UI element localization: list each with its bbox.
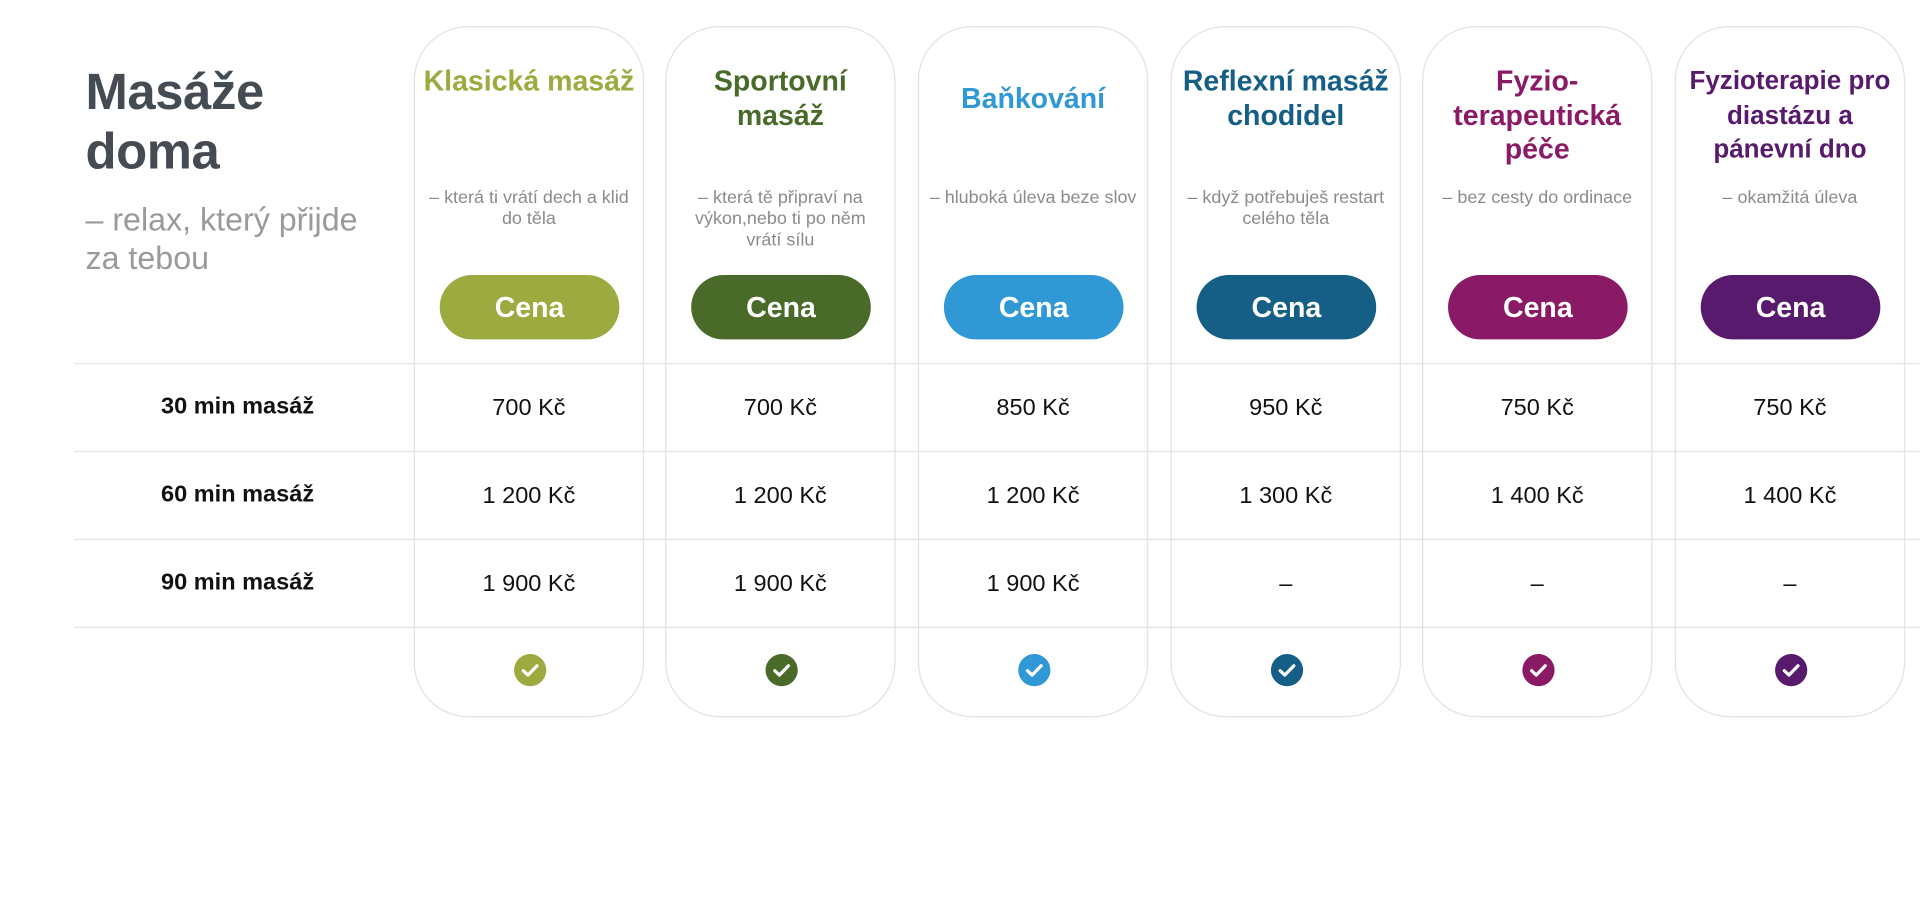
row-divider	[74, 362, 1920, 365]
column-description: – okamžitá úleva	[1722, 188, 1858, 209]
column-bankovani: Baňkování – hluboká úleva beze slov Cena…	[917, 26, 1149, 718]
price-90-min: 1 900 Kč	[482, 571, 576, 598]
column-fyzioterapie-diastaza: Fyzioterapie pro diastázu a pánevní dno …	[1674, 26, 1906, 718]
column-description: – hluboká úleva beze slov	[929, 188, 1137, 209]
row-label-60-min: 60 min masáž	[161, 481, 315, 508]
check-circle-icon	[1270, 654, 1304, 687]
price-60-min: 1 200 Kč	[733, 483, 827, 510]
price-30-min: 750 Kč	[1500, 395, 1574, 422]
column-description: – která ti vrátí dech a klid do těla	[429, 188, 629, 230]
column-klasicka-masaz: Klasická masáž – která ti vrátí dech a k…	[413, 26, 645, 718]
check-circle-icon	[1018, 654, 1051, 687]
page-title: Masáže doma	[85, 63, 264, 180]
column-description: – která tě připraví na výkon,nebo ti po …	[695, 188, 866, 251]
price-60-min: 1 400 Kč	[1743, 483, 1837, 510]
column-title: Reflexní masáž chodidel	[1182, 64, 1389, 131]
price-button-bankovani[interactable]: Cena	[943, 274, 1124, 340]
price-90-min: –	[1783, 571, 1797, 598]
price-60-min: 1 200 Kč	[482, 483, 576, 510]
price-30-min: 950 Kč	[1249, 395, 1323, 422]
price-button-fyzio[interactable]: Cena	[1448, 274, 1628, 340]
column-sportovni-masaz: Sportovní masáž – která tě připraví na v…	[665, 26, 896, 718]
price-button-diastaza[interactable]: Cena	[1700, 274, 1881, 340]
price-30-min: 750 Kč	[1753, 395, 1827, 422]
column-title: Sportovní masáž	[713, 64, 847, 131]
price-button-reflexni[interactable]: Cena	[1196, 274, 1377, 340]
check-circle-icon	[514, 654, 547, 687]
check-circle-icon	[765, 654, 798, 687]
price-30-min: 850 Kč	[996, 395, 1070, 422]
row-divider	[74, 626, 1920, 629]
row-divider	[74, 538, 1920, 541]
price-30-min: 700 Kč	[743, 395, 818, 422]
price-60-min: 1 300 Kč	[1239, 483, 1333, 510]
row-label-90-min: 90 min masáž	[161, 569, 315, 596]
row-label-30-min: 30 min masáž	[161, 393, 315, 420]
column-title: Baňkování	[961, 81, 1106, 114]
price-button-klasicka[interactable]: Cena	[439, 274, 620, 340]
check-circle-icon	[1522, 654, 1555, 687]
price-60-min: 1 200 Kč	[986, 483, 1080, 510]
column-description: – bez cesty do ordinace	[1442, 188, 1633, 209]
price-button-sportovni[interactable]: Cena	[691, 274, 871, 340]
price-90-min: –	[1279, 571, 1293, 598]
column-fyzioterapeuticka-pece: Fyzio-terapeutická péče – bez cesty do o…	[1422, 26, 1653, 718]
page-subtitle: – relax, který přijde za tebou	[85, 200, 358, 277]
price-90-min: 1 900 Kč	[733, 571, 827, 598]
column-title: Fyzio-terapeutická péče	[1453, 64, 1622, 165]
column-title: Fyzioterapie pro diastázu a pánevní dno	[1689, 66, 1891, 164]
row-divider	[74, 450, 1920, 453]
price-60-min: 1 400 Kč	[1490, 483, 1584, 510]
column-description: – když potřebuješ restart celého těla	[1187, 188, 1385, 230]
price-30-min: 700 Kč	[492, 395, 566, 422]
check-circle-icon	[1775, 654, 1808, 687]
price-90-min: –	[1530, 571, 1544, 598]
column-reflexni-masaz: Reflexní masáž chodidel – když potřebuje…	[1170, 26, 1401, 718]
price-90-min: 1 900 Kč	[986, 571, 1080, 598]
column-title: Klasická masáž	[423, 64, 635, 97]
